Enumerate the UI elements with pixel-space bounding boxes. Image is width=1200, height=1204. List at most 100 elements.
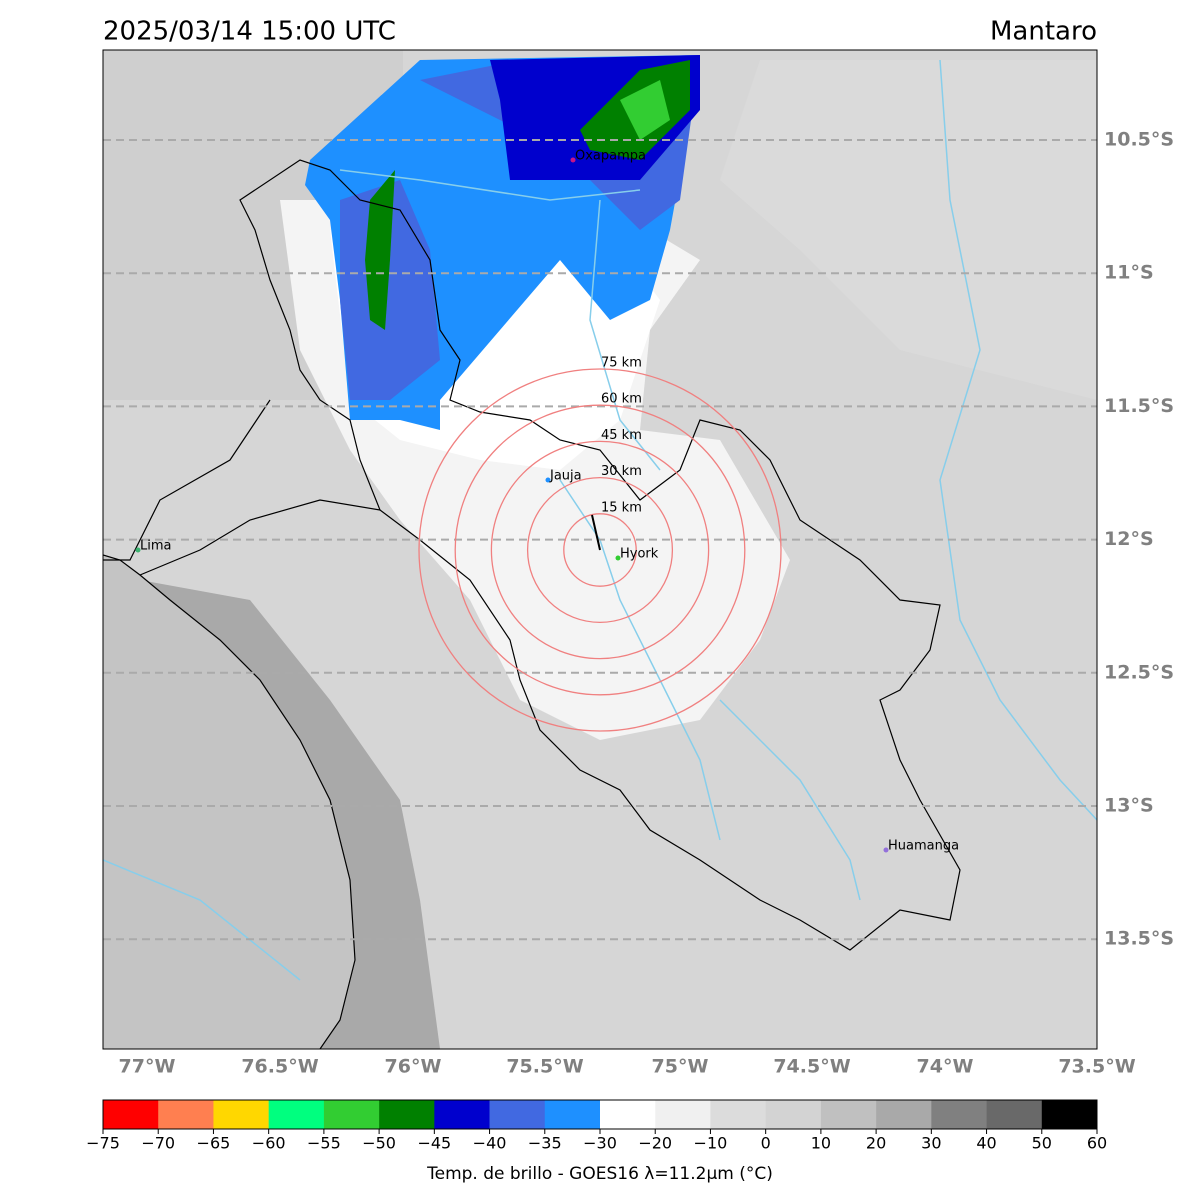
lat-label: 12°S bbox=[1104, 528, 1154, 550]
cloud-cold bbox=[620, 80, 670, 140]
ring-label: 30 km bbox=[601, 464, 642, 479]
range-ring bbox=[563, 513, 637, 587]
place-marker bbox=[570, 157, 576, 163]
coastline bbox=[103, 554, 356, 1049]
place-label: Lima bbox=[140, 539, 171, 554]
river bbox=[103, 859, 301, 981]
lon-label: 76°W bbox=[385, 1056, 442, 1078]
colorbar-tick-label: −70 bbox=[141, 1134, 175, 1153]
lat-label: 11.5°S bbox=[1104, 395, 1174, 417]
lat-label: 12.5°S bbox=[1104, 661, 1174, 683]
place-marker bbox=[545, 477, 551, 483]
ring-label: 15 km bbox=[601, 500, 642, 515]
river bbox=[719, 699, 861, 901]
colorbar-segment bbox=[710, 1100, 766, 1129]
place-label: Hyork bbox=[620, 547, 659, 562]
lat-label: 13.5°S bbox=[1104, 928, 1174, 950]
place-marker bbox=[135, 547, 141, 553]
ring-label: 75 km bbox=[601, 356, 642, 371]
colorbar: −75 −70 −65 −60 −55 −50 −45 −40 −35 −30 −20 −10 0 10 2… bbox=[86, 1099, 1107, 1153]
river bbox=[939, 59, 1097, 821]
range-ring bbox=[526, 476, 674, 624]
lat-label: 13°S bbox=[1104, 795, 1154, 817]
colorbar-tick-label: −30 bbox=[583, 1134, 617, 1153]
colorbar-segment bbox=[931, 1100, 987, 1129]
lon-label: 75.5°W bbox=[506, 1056, 583, 1078]
colorbar-tick-label: 10 bbox=[811, 1134, 831, 1153]
colorbar-tick-label: −10 bbox=[694, 1134, 728, 1153]
boundaries bbox=[103, 159, 961, 1049]
range-ring bbox=[418, 368, 782, 732]
title: 2025/03/14 15:00 UTC bbox=[103, 17, 396, 47]
place-label: Oxapampa bbox=[575, 149, 646, 164]
colorbar-segment bbox=[268, 1100, 325, 1129]
colorbar-segment bbox=[876, 1100, 932, 1129]
lon-label: 75°W bbox=[652, 1056, 709, 1078]
colorbar-segment bbox=[600, 1100, 656, 1129]
lon-label: 74°W bbox=[917, 1056, 974, 1078]
range-rings: 15 km 30 km 45 km 60 km 75 km bbox=[418, 356, 782, 732]
lat-label: 10.5°S bbox=[1104, 129, 1174, 151]
terrain bbox=[720, 60, 1097, 400]
lon-label: 74.5°W bbox=[773, 1056, 850, 1078]
colorbar-tick-label: −75 bbox=[86, 1134, 120, 1153]
graticule bbox=[103, 139, 1097, 941]
place-label: Huamanga bbox=[888, 839, 959, 854]
ocean bbox=[103, 555, 355, 1049]
colorbar-tick-label: 60 bbox=[1087, 1134, 1107, 1153]
ring-label: 60 km bbox=[601, 392, 642, 407]
border bbox=[139, 499, 381, 576]
colorbar-segment bbox=[820, 1100, 877, 1129]
colorbar-tick-label: 50 bbox=[1032, 1134, 1052, 1153]
range-ring bbox=[454, 404, 746, 696]
colorbar-segment bbox=[489, 1100, 546, 1129]
range-ring bbox=[490, 440, 710, 660]
river bbox=[559, 479, 721, 841]
colorbar-segment bbox=[655, 1100, 711, 1129]
colorbar-tick-label: 30 bbox=[921, 1134, 941, 1153]
places: Oxapampa Jauja Hyork Lima Huamanga bbox=[135, 149, 959, 854]
map-frame bbox=[102, 49, 1098, 1050]
colorbar-segment bbox=[434, 1100, 490, 1129]
colorbar-tick-label: −45 bbox=[417, 1134, 451, 1153]
colorbar-tick-label: 40 bbox=[976, 1134, 996, 1153]
colorbar-tick-label: −60 bbox=[252, 1134, 286, 1153]
colorbar-segment bbox=[1041, 1100, 1098, 1129]
colorbar-label: Temp. de brillo - GOES16 λ=11.2μm (°C) bbox=[426, 1164, 773, 1184]
place-label: Jauja bbox=[549, 469, 582, 484]
map-area: 15 km 30 km 45 km 60 km 75 km Oxapampa Jauja H… bbox=[103, 50, 1097, 1049]
lon-label: 77°W bbox=[119, 1056, 176, 1078]
colorbar-tick-label: −55 bbox=[307, 1134, 341, 1153]
colorbar-segment bbox=[103, 1100, 159, 1129]
place-marker bbox=[883, 847, 889, 853]
colorbar-segment bbox=[213, 1100, 269, 1129]
colorbar-tick-label: 20 bbox=[866, 1134, 886, 1153]
colorbar-segment bbox=[544, 1100, 601, 1129]
track bbox=[591, 514, 601, 551]
rivers bbox=[103, 59, 1097, 981]
axis-labels: 10.5°S 11°S 11.5°S 12°S 12.5°S 13°S 13.5°S 77°W… bbox=[119, 129, 1175, 1078]
colorbar-tick-label: −20 bbox=[638, 1134, 672, 1153]
lon-label: 73.5°W bbox=[1058, 1056, 1135, 1078]
colorbar-segment bbox=[379, 1100, 435, 1129]
colorbar-segment bbox=[158, 1100, 214, 1129]
colorbar-tick-label: −65 bbox=[197, 1134, 231, 1153]
colorbar-tick-label: −50 bbox=[362, 1134, 396, 1153]
colorbar-tick-label: −40 bbox=[473, 1134, 507, 1153]
colorbar-segment bbox=[986, 1100, 1043, 1129]
colorbar-segment bbox=[765, 1100, 822, 1129]
terrain bbox=[140, 580, 440, 1049]
river bbox=[589, 199, 661, 471]
colorbar-segment bbox=[323, 1100, 380, 1129]
lon-label: 76.5°W bbox=[241, 1056, 318, 1078]
region: Mantaro bbox=[990, 17, 1097, 47]
river bbox=[339, 169, 641, 201]
basin-outline bbox=[239, 159, 961, 951]
colorbar-tick-label: −35 bbox=[528, 1134, 562, 1153]
cloud-cold bbox=[365, 170, 395, 330]
colorbar-tick-label: 0 bbox=[761, 1134, 771, 1153]
ring-label: 45 km bbox=[601, 428, 642, 443]
place-marker bbox=[615, 555, 621, 561]
lat-label: 11°S bbox=[1104, 262, 1154, 284]
